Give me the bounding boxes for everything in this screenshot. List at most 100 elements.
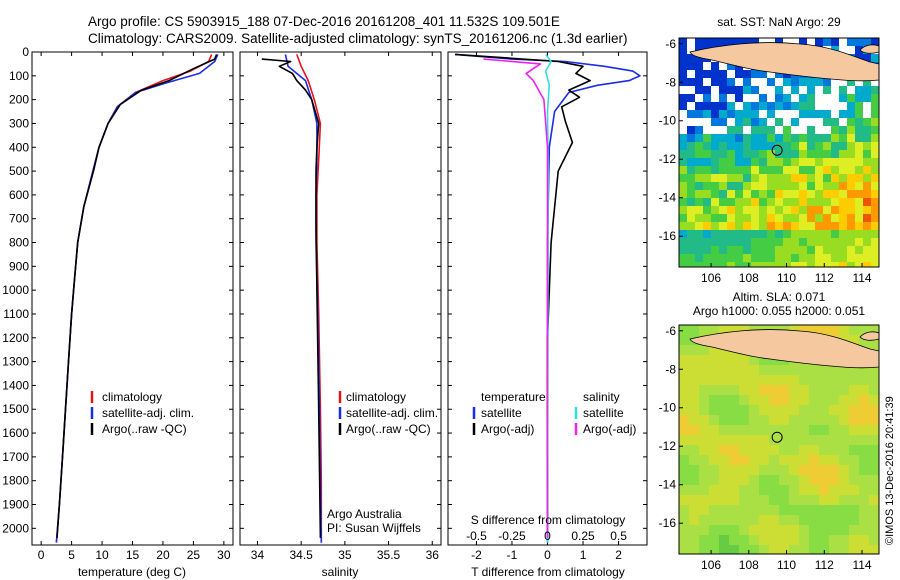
map-cell [703, 150, 712, 159]
map-cell [799, 262, 808, 267]
map-cell [759, 505, 770, 516]
map-cell [871, 94, 879, 103]
map-cell [699, 385, 710, 396]
map-cell [695, 94, 704, 103]
map-cell [735, 86, 744, 95]
map-cell [819, 525, 830, 536]
map-cell [863, 230, 872, 239]
map-cell [751, 214, 760, 223]
map-cell [729, 445, 740, 456]
map-cell [823, 38, 832, 47]
map-cell [799, 222, 808, 231]
map-cell [679, 110, 688, 119]
map-cell [839, 455, 850, 466]
map-cell [869, 425, 879, 436]
map-cell [869, 495, 879, 506]
map-cell [871, 254, 879, 263]
map-cell [871, 86, 879, 95]
map-cell [815, 142, 824, 151]
map-cell [779, 435, 790, 446]
map-cell [863, 238, 872, 247]
map-cell [711, 174, 720, 183]
map-cell [815, 190, 824, 199]
map-cell [719, 262, 728, 267]
map-cell [729, 385, 740, 396]
map-cell [839, 365, 850, 376]
map-cell [695, 262, 704, 267]
map-cell [819, 405, 830, 416]
map-cell [815, 102, 824, 111]
map-cell [847, 182, 856, 191]
x-tick-label: -1 [507, 548, 518, 562]
map-cell [799, 94, 808, 103]
map-cell [679, 545, 690, 554]
s-tick-label: -0.25 [498, 529, 526, 543]
sla-map-title: Altim. SLA: 0.071 [733, 290, 826, 304]
map-cell [791, 230, 800, 239]
map-cell [679, 126, 688, 135]
map-cell [839, 495, 850, 506]
map-cell [709, 475, 720, 486]
map-cell [855, 262, 864, 267]
map-cell [783, 126, 792, 135]
map-cell [849, 425, 860, 436]
map-cell [815, 134, 824, 143]
legend-label-climatology: climatology [346, 390, 406, 404]
map-cell [689, 545, 700, 554]
map-cell [735, 190, 744, 199]
map-cell [869, 405, 879, 416]
map-cell [815, 254, 824, 263]
map-cell [789, 495, 800, 506]
map-cell [789, 515, 800, 526]
map-cell [847, 222, 856, 231]
map-cell [719, 206, 728, 215]
map-cell [679, 385, 690, 396]
map-cell [689, 425, 700, 436]
map-cell [687, 150, 696, 159]
figure-title-line-2: Climatology: CARS2009. Satellite-adjuste… [88, 31, 628, 46]
map-cell [703, 182, 712, 191]
map-cell [819, 455, 830, 466]
map-cell [769, 525, 780, 536]
map-cell [775, 198, 784, 207]
map-cell [709, 535, 720, 546]
map-cell [779, 485, 790, 496]
map-cell [709, 385, 720, 396]
map-cell [775, 78, 784, 87]
map-cell [775, 118, 784, 127]
map-cell [689, 365, 700, 376]
map-cell [767, 174, 776, 183]
map-cell [869, 365, 879, 376]
map-cell [871, 102, 879, 111]
map-cell [807, 150, 816, 159]
map-cell [791, 134, 800, 143]
x-tick-label: 0 [38, 548, 45, 562]
map-cell [759, 126, 768, 135]
map-cell [775, 110, 784, 119]
map-cell [815, 150, 824, 159]
map-cell [783, 174, 792, 183]
map-cell [743, 110, 752, 119]
map-cell [751, 78, 760, 87]
map-cell [729, 435, 740, 446]
map-cell [791, 86, 800, 95]
map-cell [749, 365, 760, 376]
map-cell [847, 110, 856, 119]
map-cell [839, 535, 850, 546]
map-cell [847, 230, 856, 239]
map-cell [703, 86, 712, 95]
map-cell [709, 365, 720, 376]
map-cell [779, 445, 790, 456]
map-cell [807, 190, 816, 199]
map-cell [735, 94, 744, 103]
temperature-legend: climatology satellite-adj. clim. Argo(..… [90, 390, 194, 436]
map-cell [783, 150, 792, 159]
map-cell [809, 545, 820, 554]
map-cell [839, 110, 848, 119]
map-cell [719, 230, 728, 239]
map-cell [779, 415, 790, 426]
map-cell [783, 166, 792, 175]
map-cell [729, 375, 740, 386]
map-cell [689, 385, 700, 396]
map-cell [791, 166, 800, 175]
